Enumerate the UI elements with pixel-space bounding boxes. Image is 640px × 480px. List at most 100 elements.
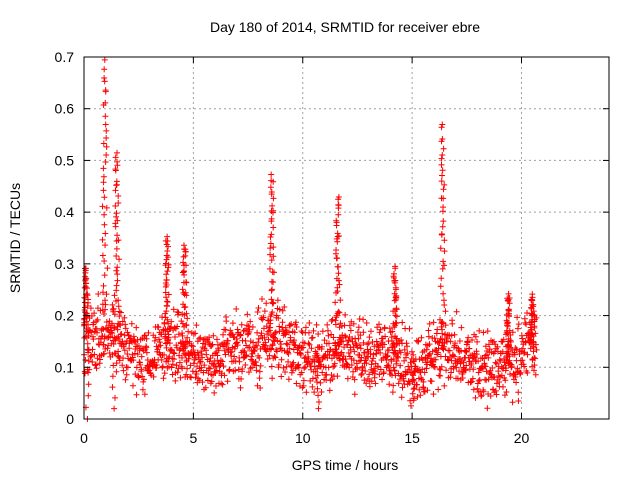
data-point	[420, 384, 427, 391]
data-point	[482, 343, 489, 350]
data-point	[451, 331, 458, 338]
data-point	[238, 375, 245, 382]
data-point	[391, 297, 398, 304]
data-point	[363, 319, 370, 326]
data-point	[188, 342, 195, 349]
data-point	[411, 395, 418, 402]
data-point	[362, 368, 369, 375]
data-point	[268, 231, 275, 238]
data-point	[165, 320, 172, 327]
data-point	[138, 366, 145, 373]
data-point	[515, 398, 522, 405]
y-tick-label: 0.4	[55, 204, 75, 220]
data-point	[514, 325, 521, 332]
data-point	[421, 347, 428, 354]
data-point	[382, 333, 389, 340]
data-point	[162, 289, 169, 296]
data-point	[164, 298, 171, 305]
data-point	[100, 341, 107, 348]
data-point	[497, 357, 504, 364]
data-point	[231, 353, 238, 360]
data-point	[398, 394, 405, 401]
data-point	[105, 342, 112, 349]
data-point	[348, 362, 355, 369]
data-point	[218, 380, 225, 387]
y-tick-label: 0.5	[55, 152, 75, 168]
data-point	[386, 381, 393, 388]
data-point	[524, 369, 531, 376]
data-point	[523, 321, 530, 328]
data-point	[101, 272, 108, 279]
data-point	[390, 273, 397, 280]
data-point	[499, 348, 506, 355]
data-point	[406, 325, 413, 332]
data-point	[514, 314, 521, 321]
data-point	[324, 321, 331, 328]
data-point	[355, 324, 362, 331]
data-point	[220, 331, 227, 338]
data-point	[164, 326, 171, 333]
data-point	[214, 352, 221, 359]
data-point	[160, 375, 167, 382]
data-point	[333, 219, 340, 226]
data-point	[173, 362, 180, 369]
data-point	[437, 366, 444, 373]
data-point	[116, 256, 123, 263]
data-point	[250, 339, 257, 346]
data-point	[397, 362, 404, 369]
data-point	[325, 340, 332, 347]
data-point	[393, 351, 400, 358]
data-point	[385, 347, 392, 354]
data-point	[268, 207, 275, 214]
data-point	[375, 346, 382, 353]
data-point	[365, 340, 372, 347]
data-point	[389, 328, 396, 335]
data-point	[472, 333, 479, 340]
data-point	[305, 340, 312, 347]
data-point	[329, 316, 336, 323]
data-point	[138, 353, 145, 360]
data-point	[134, 351, 141, 358]
data-point	[331, 360, 338, 367]
data-point	[325, 364, 332, 371]
data-point	[439, 151, 446, 158]
data-point	[333, 275, 340, 282]
data-point	[93, 365, 100, 372]
data-point	[309, 375, 316, 382]
data-point	[341, 322, 348, 329]
data-point	[130, 333, 137, 340]
data-point	[521, 363, 528, 370]
data-point	[261, 308, 268, 315]
data-point	[530, 367, 537, 374]
data-point	[183, 322, 190, 329]
data-point	[392, 319, 399, 326]
data-point	[236, 358, 243, 365]
data-point	[228, 330, 235, 337]
data-point	[175, 309, 182, 316]
data-point	[430, 391, 437, 398]
data-point	[140, 376, 147, 383]
data-point	[93, 318, 100, 325]
data-point	[82, 273, 89, 280]
data-point	[393, 357, 400, 364]
data-point	[463, 362, 470, 369]
y-tick-label: 0.6	[55, 101, 75, 117]
data-point	[229, 320, 236, 327]
data-point	[350, 320, 357, 327]
data-point	[102, 99, 109, 106]
data-point	[165, 334, 172, 341]
data-point	[333, 247, 340, 254]
x-tick-label: 5	[189, 430, 197, 446]
data-point	[435, 386, 442, 393]
data-point	[100, 326, 107, 333]
data-point	[113, 182, 120, 189]
data-points	[81, 56, 540, 422]
data-point	[300, 382, 307, 389]
data-point	[109, 301, 116, 308]
data-point	[82, 356, 89, 363]
data-point	[224, 378, 231, 385]
data-point	[139, 373, 146, 380]
data-point	[85, 296, 92, 303]
data-point	[390, 340, 397, 347]
data-point	[113, 360, 120, 367]
